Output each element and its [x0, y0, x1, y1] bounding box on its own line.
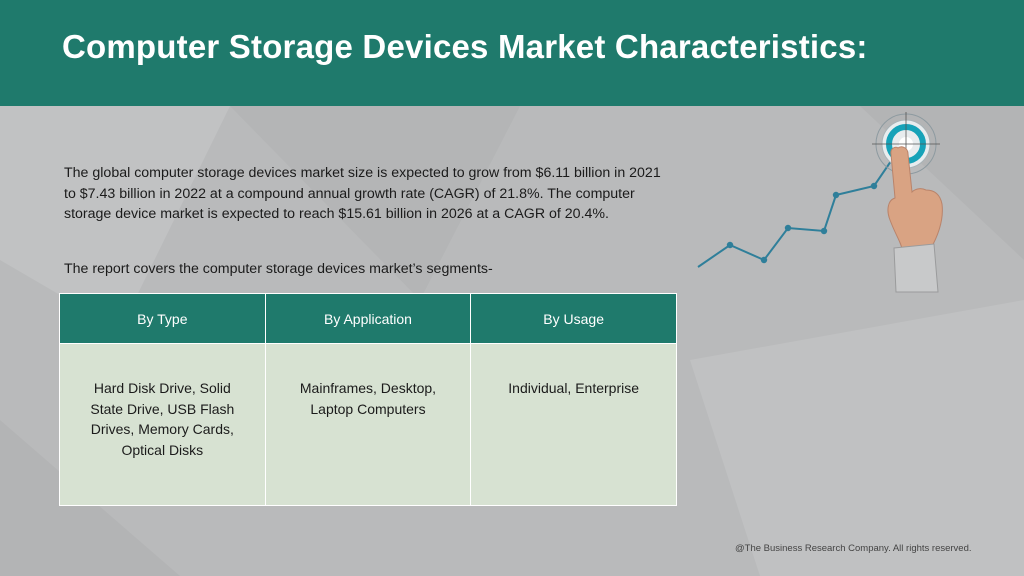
market-summary-text: The global computer storage devices mark…	[64, 165, 661, 222]
column-header-usage: By Usage	[470, 293, 677, 344]
table-header-row: By Type By Application By Usage	[59, 293, 677, 344]
page-title: Computer Storage Devices Market Characte…	[62, 28, 868, 65]
copyright-footer: @The Business Research Company. All righ…	[735, 543, 972, 554]
column-header-application: By Application	[264, 293, 472, 344]
segments-table: By Type By Application By Usage Hard Dis…	[59, 293, 677, 506]
hand-icon	[887, 146, 943, 293]
column-header-type: By Type	[59, 293, 266, 344]
segments-intro-text: The report covers the computer storage d…	[64, 261, 493, 277]
cell-usage: Individual, Enterprise	[470, 343, 677, 506]
header-band: Computer Storage Devices Market Characte…	[0, 0, 1024, 106]
finger-target-growth-icon	[697, 112, 943, 293]
table-row: Hard Disk Drive, Solid State Drive, USB …	[59, 343, 677, 506]
cell-type: Hard Disk Drive, Solid State Drive, USB …	[59, 343, 266, 506]
cell-application: Mainframes, Desktop, Laptop Computers	[264, 343, 472, 506]
growth-line-icon	[697, 144, 903, 268]
